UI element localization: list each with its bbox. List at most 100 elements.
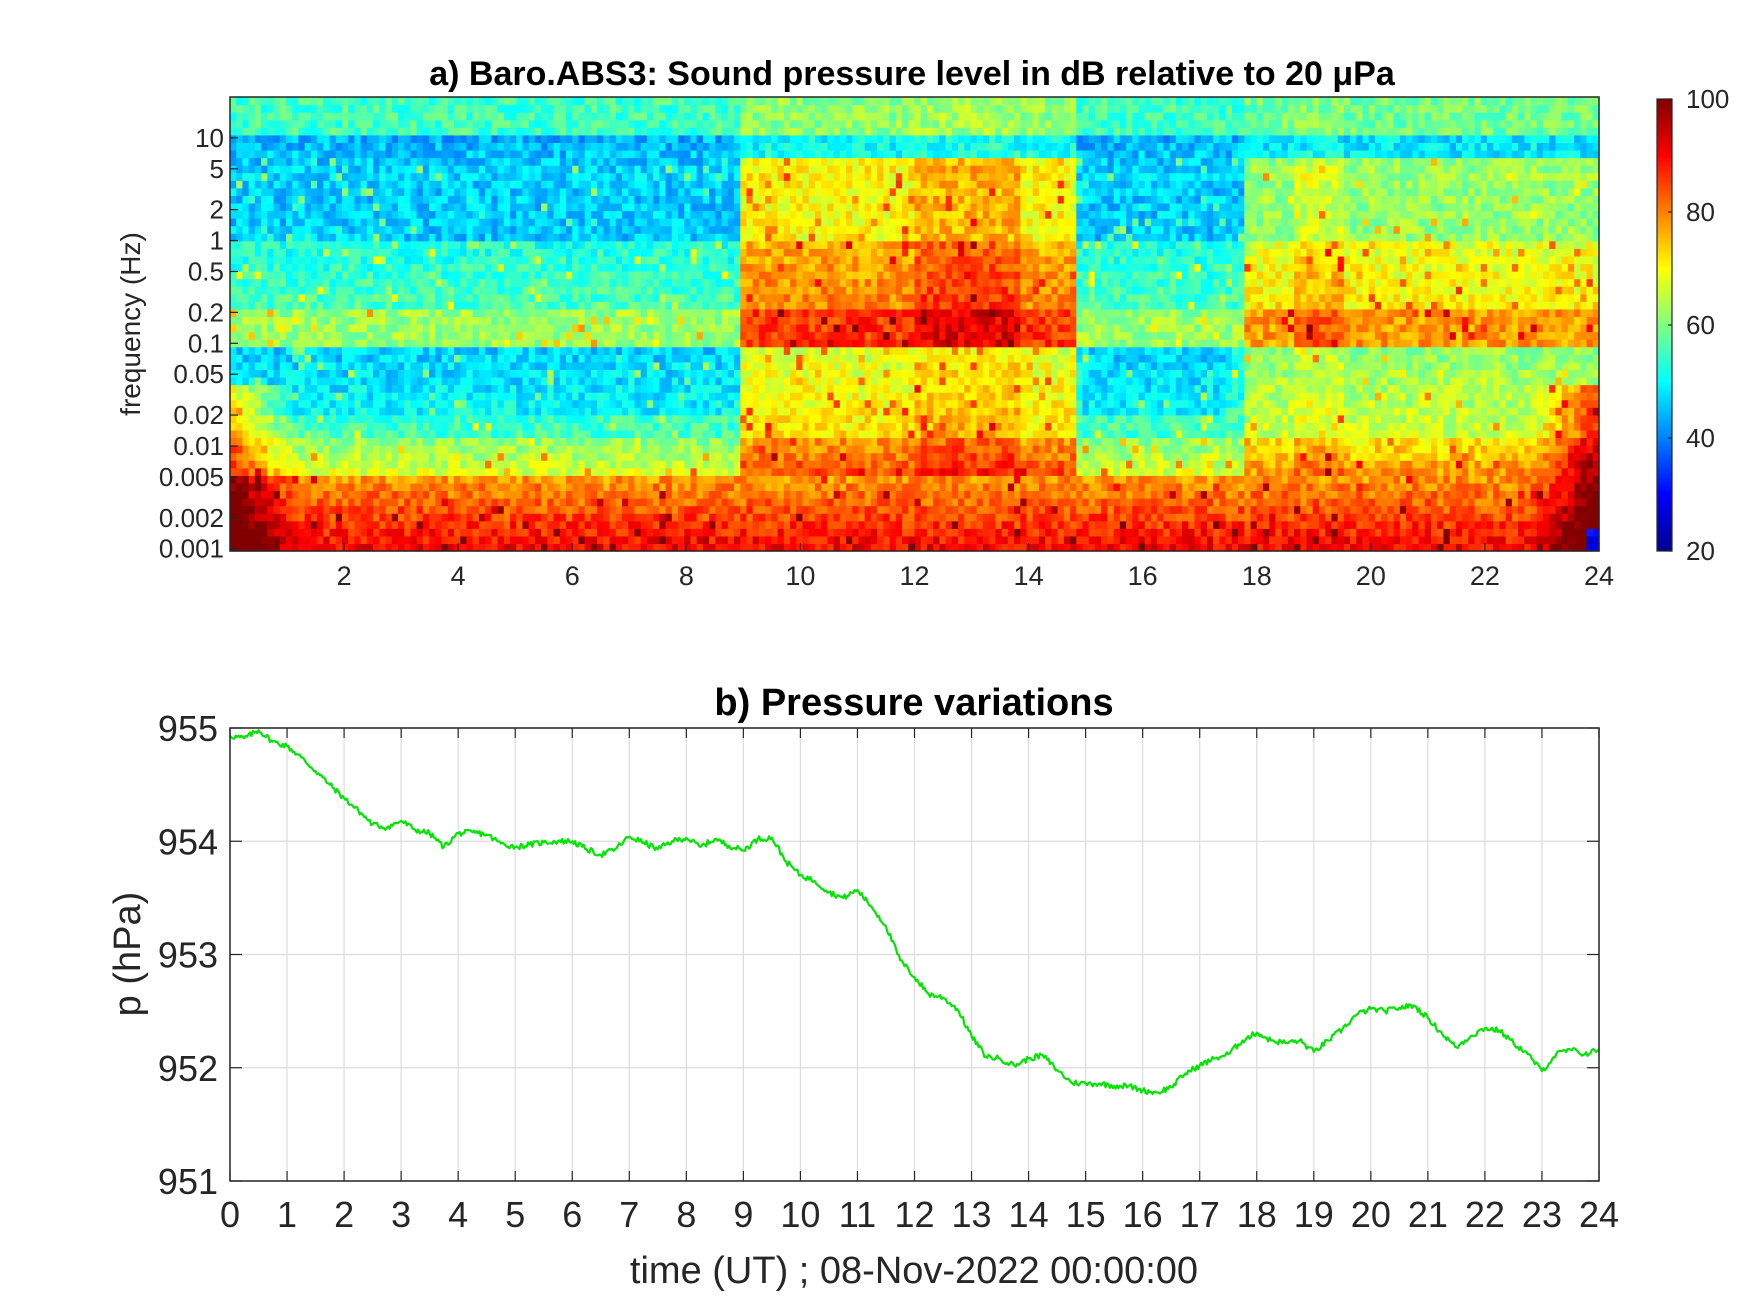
heatmap-cell — [678, 225, 685, 234]
heatmap-cell — [416, 528, 424, 537]
heatmap-cell — [261, 452, 268, 461]
heatmap-cell — [727, 210, 735, 219]
heatmap-cell — [534, 97, 542, 106]
heatmap-cell — [398, 142, 405, 151]
heatmap-cell — [248, 331, 256, 340]
heatmap-cell — [528, 498, 536, 507]
heatmap-cell — [279, 308, 287, 318]
heatmap-cell — [590, 392, 598, 401]
heatmap-cell — [410, 369, 418, 378]
heatmap-cell — [559, 301, 567, 310]
heatmap-cell — [709, 97, 716, 106]
heatmap-cell — [373, 195, 380, 204]
heatmap-cell — [286, 407, 293, 416]
heatmap-cell — [541, 475, 548, 484]
heatmap-cell — [721, 452, 729, 461]
heatmap-cell — [640, 180, 648, 189]
heatmap-cell — [690, 429, 698, 439]
heatmap-cell — [478, 361, 486, 370]
heatmap-cell — [391, 437, 399, 446]
heatmap-cell — [460, 165, 468, 174]
heatmap-cell — [740, 535, 748, 545]
heatmap-cell — [329, 293, 337, 302]
heatmap-cell — [721, 339, 729, 348]
heatmap-cell — [435, 248, 443, 257]
heatmap-cell — [398, 233, 405, 242]
heatmap-cell — [342, 293, 349, 302]
heatmap-cell — [298, 134, 306, 143]
heatmap-cell — [298, 240, 306, 249]
heatmap-cell — [584, 248, 592, 257]
heatmap-cell — [460, 127, 468, 136]
heatmap-cell — [534, 301, 542, 310]
heatmap-cell — [553, 331, 561, 340]
heatmap-cell — [366, 240, 374, 249]
heatmap-cell — [242, 331, 250, 340]
heatmap-cell — [279, 475, 287, 484]
heatmap-cell — [385, 286, 393, 295]
heatmap-cell — [391, 369, 399, 378]
heatmap-cell — [485, 520, 492, 529]
heatmap-cell — [447, 157, 455, 166]
heatmap-cell — [653, 202, 660, 212]
heatmap-cell — [584, 467, 592, 476]
heatmap-cell — [460, 339, 468, 348]
heatmap-cell — [684, 392, 692, 401]
heatmap-cell — [248, 339, 256, 348]
heatmap-cell — [559, 316, 567, 325]
heatmap-cell — [696, 225, 704, 234]
heatmap-cell — [653, 316, 660, 325]
heatmap-cell — [478, 498, 486, 507]
heatmap-cell — [441, 97, 449, 106]
heatmap-cell — [522, 384, 530, 393]
heatmap-cell — [248, 301, 256, 310]
heatmap-cell — [590, 316, 598, 325]
heatmap-cell — [298, 255, 306, 265]
heatmap-cell — [466, 316, 474, 325]
heatmap-cell — [267, 339, 275, 348]
heatmap-cell — [640, 119, 648, 128]
heatmap-cell — [659, 97, 667, 106]
heatmap-cell — [646, 376, 654, 386]
heatmap-cell — [366, 482, 374, 492]
heatmap-cell — [304, 324, 312, 333]
heatmap-cell — [566, 399, 573, 408]
heatmap-cell — [466, 520, 474, 529]
heatmap-cell — [740, 97, 748, 106]
heatmap-cell — [261, 392, 268, 401]
heatmap-cell — [510, 255, 517, 265]
heatmap-cell — [727, 134, 735, 143]
heatmap-cell — [485, 142, 492, 151]
heatmap-cell — [578, 271, 586, 280]
heatmap-cell — [734, 354, 741, 363]
heatmap-cell — [622, 384, 629, 393]
heatmap-cell — [646, 308, 654, 318]
heatmap-cell — [342, 535, 349, 545]
heatmap-cell — [354, 346, 362, 355]
heatmap-cell — [584, 225, 592, 234]
heatmap-cell — [472, 301, 480, 310]
heatmap-cell — [236, 513, 244, 522]
heatmap-cell — [348, 119, 356, 128]
heatmap-cell — [603, 104, 611, 113]
heatmap-cell — [454, 112, 461, 121]
heatmap-cell — [709, 218, 716, 227]
heatmap-cell — [746, 543, 754, 552]
heatmap-cell — [528, 339, 536, 348]
heatmap-cell — [373, 225, 380, 234]
heatmap-cell — [422, 142, 430, 151]
heatmap-cell — [323, 119, 331, 128]
heatmap-cell — [622, 180, 629, 189]
heatmap-cell — [323, 97, 331, 106]
heatmap-cell — [702, 240, 710, 249]
heatmap-cell — [671, 339, 679, 348]
heatmap-cell — [254, 324, 262, 333]
heatmap-cell — [404, 134, 412, 143]
heatmap-cell — [684, 271, 692, 280]
heatmap-cell — [460, 407, 468, 416]
heatmap-cell — [478, 263, 486, 272]
heatmap-cell — [435, 293, 443, 302]
heatmap-cell — [254, 218, 262, 227]
heatmap-cell — [248, 187, 256, 196]
heatmap-cell — [634, 407, 642, 416]
